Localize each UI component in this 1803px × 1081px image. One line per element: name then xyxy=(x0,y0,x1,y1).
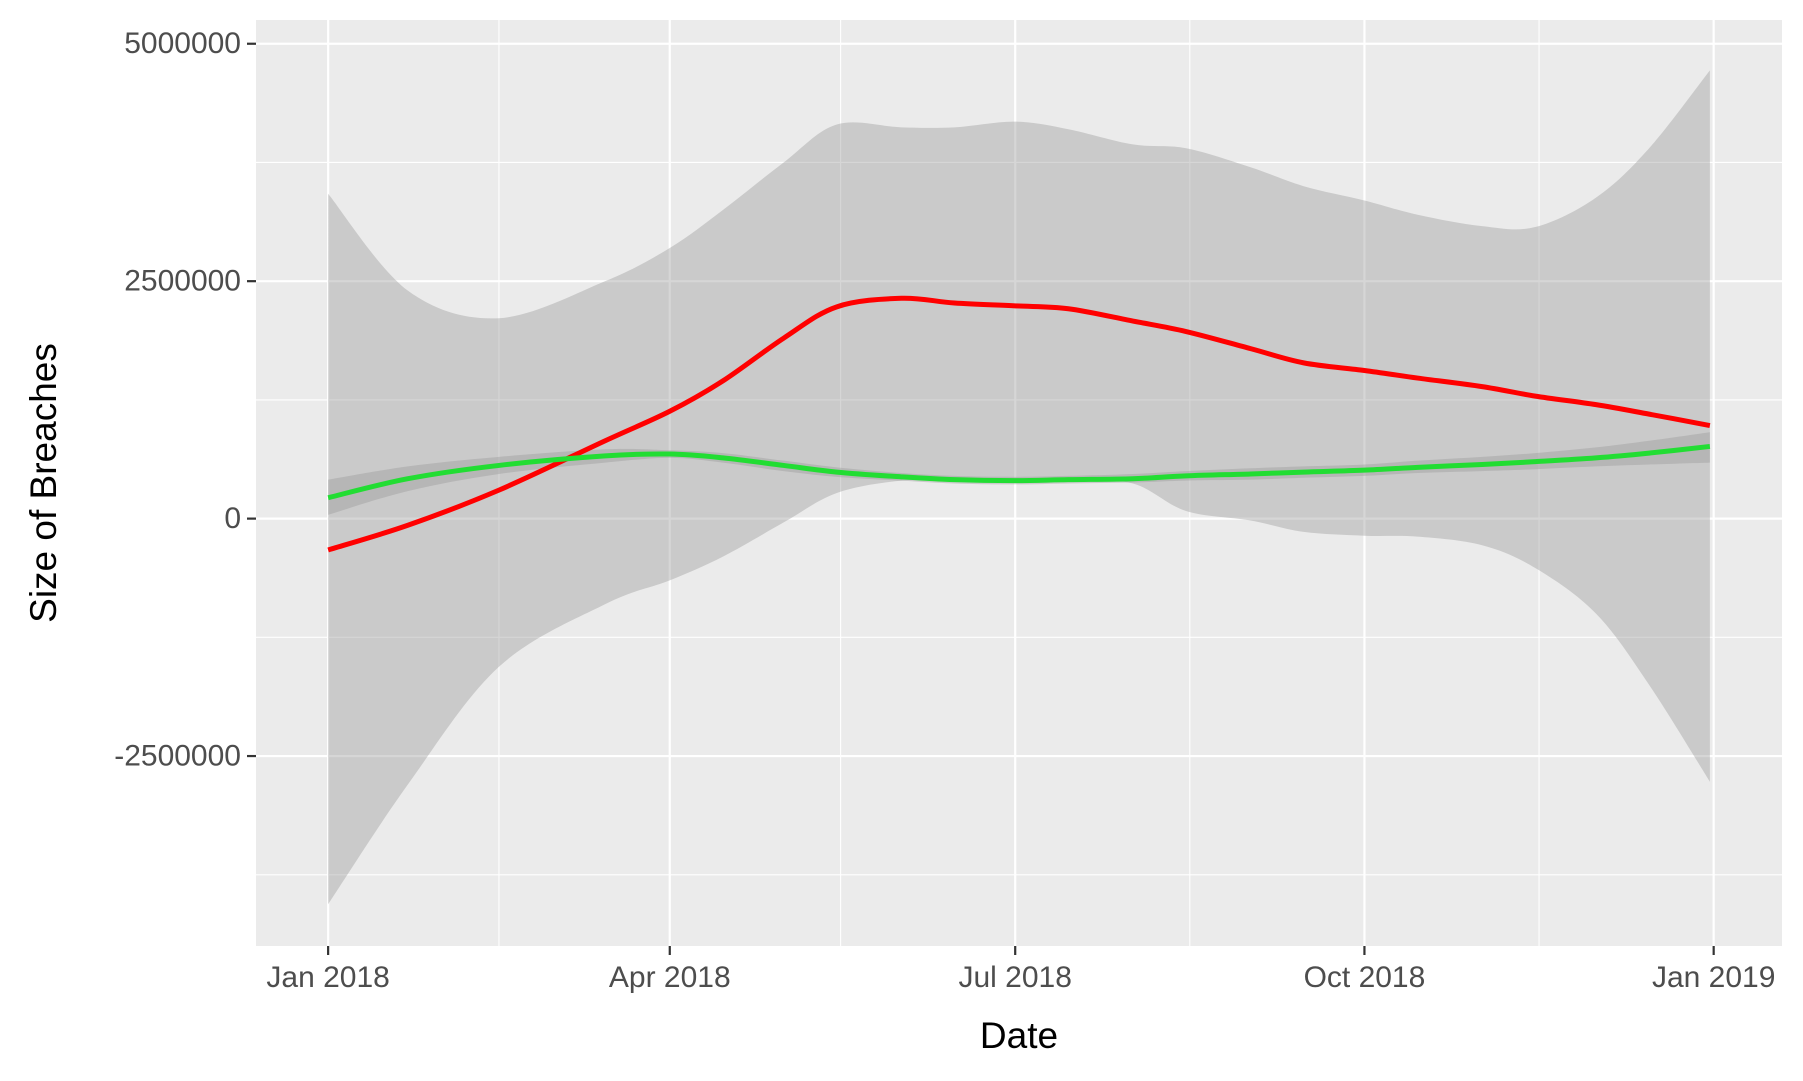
confidence-band-series-0 xyxy=(328,70,1710,905)
x-tick-label: Jul 2018 xyxy=(958,961,1071,994)
series-line-1 xyxy=(327,443,1711,501)
series-line-0 xyxy=(327,295,1711,553)
y-tick-label: 0 xyxy=(224,502,241,535)
minor-gridlines xyxy=(256,20,1782,946)
x-tick-label: Apr 2018 xyxy=(609,961,731,994)
x-tick-label: Jan 2019 xyxy=(1652,961,1775,994)
y-axis-title: Size of Breaches xyxy=(23,343,64,623)
y-tick-label: -2500000 xyxy=(114,740,241,773)
y-tick-label: 5000000 xyxy=(124,27,241,60)
major-gridlines xyxy=(256,20,1782,946)
x-tick-label: Jan 2018 xyxy=(266,961,389,994)
y-tick-label: 2500000 xyxy=(124,265,241,298)
y-axis: 5000000 2500000 0 -2500000 xyxy=(114,27,256,773)
x-axis: Jan 2018 Apr 2018 Jul 2018 Oct 2018 Jan 2019 xyxy=(266,946,1775,994)
series-lines xyxy=(327,295,1711,553)
x-tick-label: Oct 2018 xyxy=(1304,961,1426,994)
x-axis-title: Date xyxy=(980,1015,1058,1056)
